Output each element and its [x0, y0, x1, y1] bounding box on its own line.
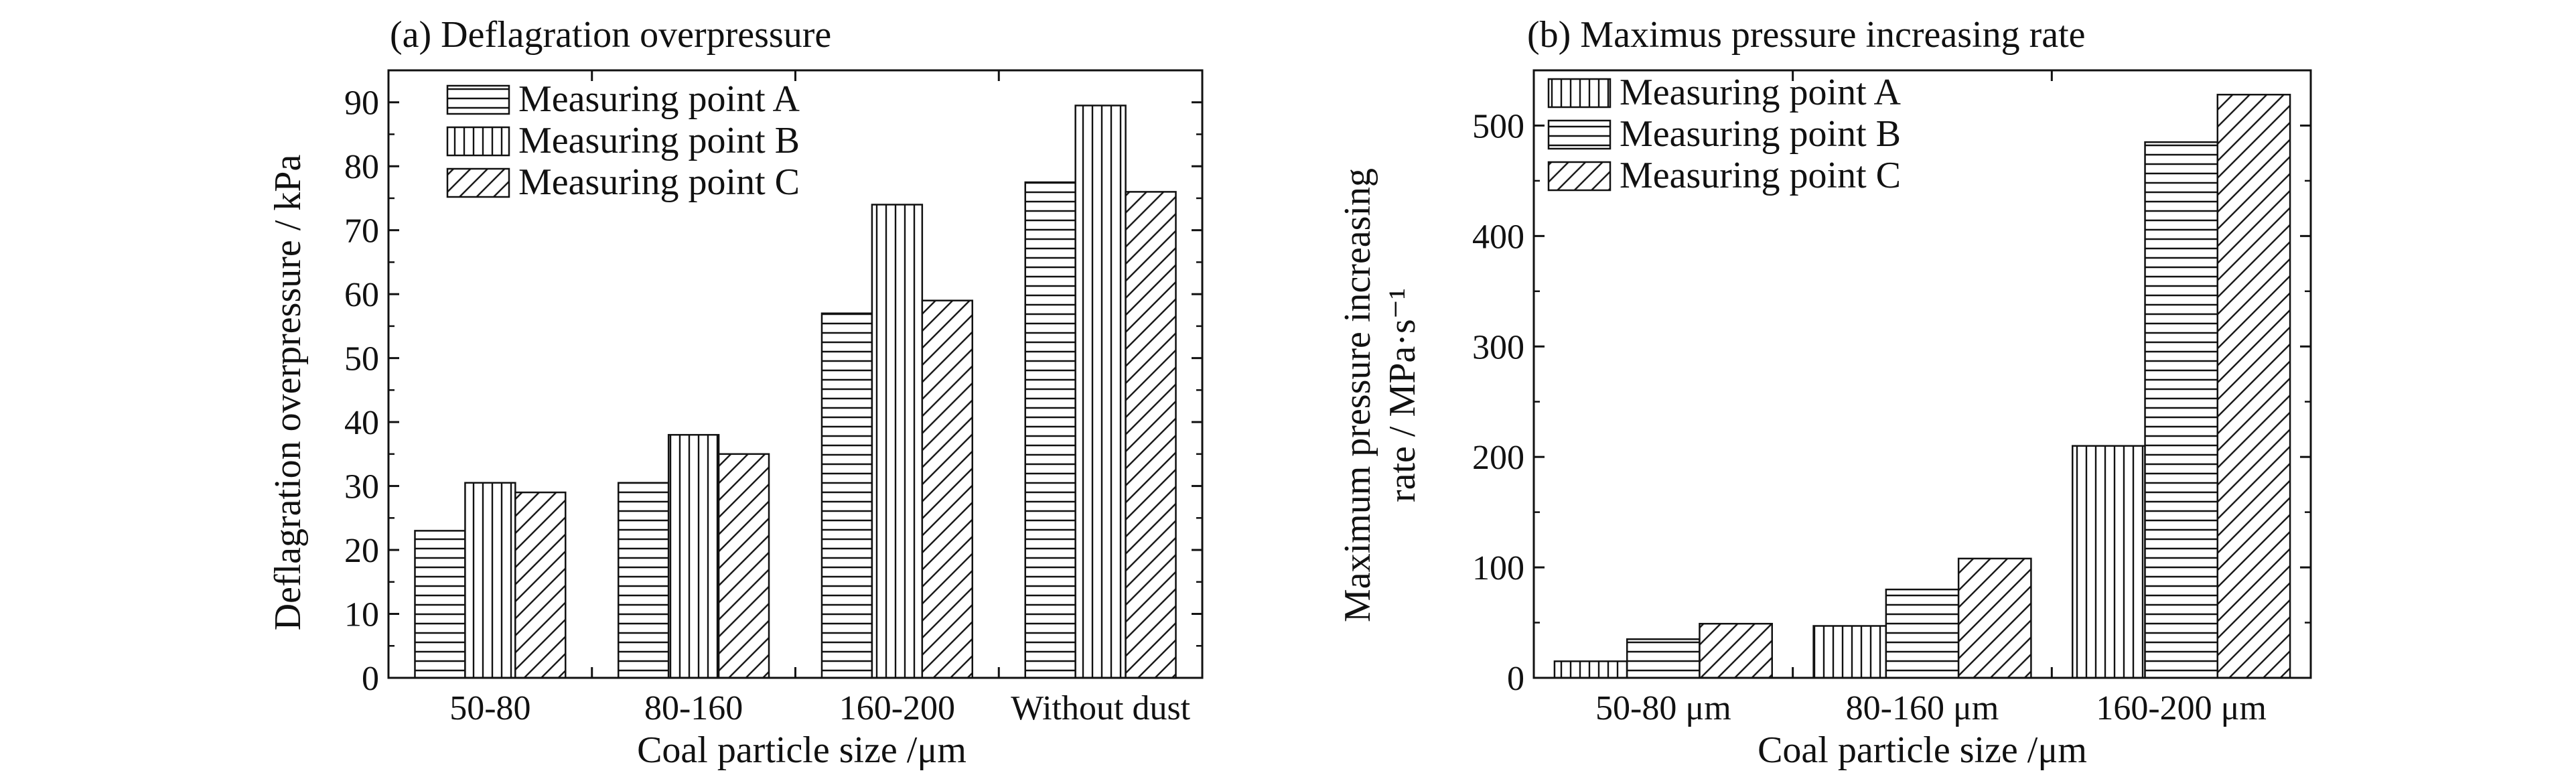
y-ticks-b: 0 100 200 300 400 500 — [1472, 107, 2311, 698]
y-tick-label: 500 — [1472, 107, 1524, 145]
chart-title-a: (a) Deflagration overpressure — [390, 14, 831, 56]
y-tick-label: 200 — [1472, 439, 1524, 477]
x-tick-label: 80-160 μm — [1846, 689, 1999, 727]
plot-frame-a — [387, 69, 1204, 679]
legend-label: Measuring point B — [518, 120, 800, 161]
chart-panel-a: (a) Deflagration overpressure Coal parti… — [267, 14, 1204, 771]
y-ticks-a: 0 10 20 30 40 50 60 70 80 90 — [344, 84, 1202, 698]
bar-160-200-series-3 — [921, 299, 974, 679]
y-tick-label: 80 — [344, 148, 379, 186]
y-axis-label-b-line2: rate / MPa·s⁻¹ — [1382, 288, 1423, 502]
legend-label: Measuring point B — [1620, 113, 1901, 155]
y-tick-label: 60 — [344, 276, 379, 314]
y-axis-label-b-line1: Maximum pressure increasing — [1337, 168, 1378, 622]
bar-50-80-series-1 — [414, 530, 466, 679]
y-axis-label-a: Deflagration overpressure / kPa — [267, 155, 309, 631]
bar-80-160-series-2 — [667, 433, 720, 679]
plot-frame-b — [1532, 69, 2312, 679]
bar-Without-dust-series-2 — [1074, 104, 1127, 679]
bar-160-200-um-series-2 — [2144, 141, 2219, 679]
legend-swatch — [1547, 119, 1612, 150]
y-tick-label: 70 — [344, 212, 379, 251]
y-tick-label: 20 — [344, 532, 379, 570]
bar-160-200-um-series-1 — [2072, 445, 2146, 679]
bar-50-80-um-series-2 — [1626, 638, 1701, 679]
bar-50-80-series-3 — [514, 491, 567, 679]
y-tick-label: 0 — [1507, 660, 1524, 698]
legend-swatch — [446, 84, 510, 115]
bar-80-160-series-1 — [617, 482, 670, 679]
y-tick-label: 400 — [1472, 218, 1524, 256]
legend-swatch — [446, 126, 510, 157]
x-tick-label: Without dust — [1011, 689, 1191, 727]
y-tick-label: 100 — [1472, 549, 1524, 587]
x-ticks-b: 50-80 μm 80-160 μm 160-200 μm — [1595, 70, 2267, 727]
x-tick-label: 160-200 μm — [2096, 689, 2267, 727]
x-tick-label: 50-80 — [449, 689, 530, 727]
bar-80-160-um-series-3 — [1957, 557, 2032, 679]
y-tick-label: 30 — [344, 468, 379, 506]
x-tick-label: 80-160 — [644, 689, 743, 727]
bar-Without-dust-series-3 — [1125, 191, 1177, 679]
legend-swatch — [446, 167, 510, 198]
y-tick-label: 10 — [344, 596, 379, 634]
chart-title-b: (b) Maximus pressure increasing rate — [1527, 14, 2086, 56]
legend-label: Measuring point A — [518, 78, 800, 120]
x-axis-label-b: Coal particle size /μm — [1758, 729, 2087, 771]
y-tick-label: 300 — [1472, 328, 1524, 366]
x-axis-label-a: Coal particle size /μm — [637, 729, 967, 771]
bar-80-160-series-3 — [717, 453, 770, 679]
y-tick-label: 90 — [344, 84, 379, 123]
bar-50-80-um-series-3 — [1699, 622, 1773, 679]
legend-label: Measuring point C — [1620, 155, 1901, 196]
bar-50-80-series-2 — [464, 482, 516, 679]
legend-label: Measuring point A — [1620, 72, 1902, 113]
y-tick-label: 0 — [362, 660, 379, 698]
legend-label: Measuring point C — [518, 161, 800, 203]
bar-160-200-series-2 — [871, 204, 924, 679]
legend-swatch — [1547, 161, 1612, 192]
x-ticks-a: 50-80 80-160 160-200 Without dust — [449, 70, 1191, 727]
bars-b — [1553, 94, 2291, 679]
chart-panel-b: (b) Maximus pressure increasing rate Coa… — [1337, 14, 2312, 771]
x-tick-label: 160-200 — [839, 689, 955, 727]
bar-80-160-um-series-1 — [1812, 625, 1887, 679]
x-tick-label: 50-80 μm — [1595, 689, 1731, 727]
legend-swatch — [1547, 78, 1612, 109]
y-tick-label: 50 — [344, 340, 379, 378]
y-tick-label: 40 — [344, 404, 379, 442]
bar-Without-dust-series-1 — [1024, 181, 1076, 679]
bar-50-80-um-series-1 — [1553, 660, 1628, 679]
bar-160-200-um-series-3 — [2216, 94, 2291, 679]
bar-80-160-um-series-2 — [1885, 588, 1960, 679]
bar-160-200-series-1 — [820, 312, 873, 679]
